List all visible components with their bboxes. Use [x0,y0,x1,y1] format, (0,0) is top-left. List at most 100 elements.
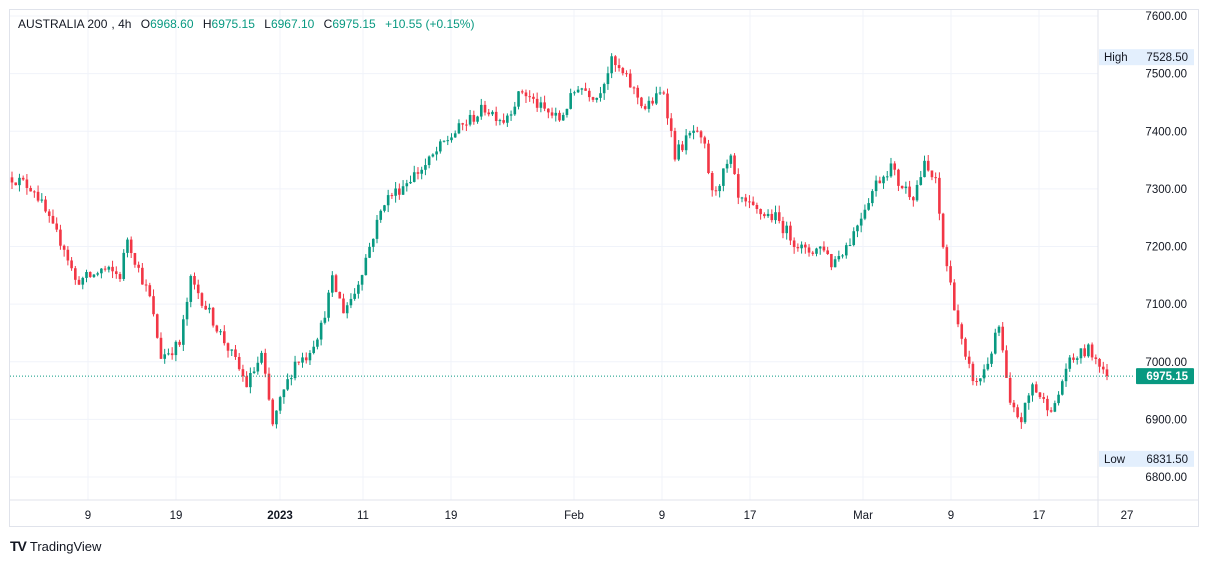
candle-body [450,137,453,141]
candle-body [412,172,416,182]
x-tick-label: 19 [170,510,183,522]
tradingview-logo[interactable]: TV TradingView [10,538,101,554]
candle-body [1027,395,1031,403]
candle-body [770,213,774,221]
candle-body [204,305,207,310]
candle-body [919,177,923,185]
candle-body [897,169,900,186]
candle-body [375,219,379,239]
candle-body [472,114,476,122]
candle-body [662,92,666,94]
legend-open-label: O [140,17,151,31]
candle-body [774,212,777,221]
x-tick-label: 11 [357,510,369,522]
candle-body [85,272,88,278]
candle-body [70,260,73,269]
candle-body [878,180,882,184]
candle-body [1101,366,1105,370]
candle-body [331,275,334,293]
candle-body [249,373,252,388]
candle-body [256,362,260,372]
candle-body [278,397,282,411]
candle-body [938,177,941,214]
candle-body [465,124,468,126]
candle-body [837,256,841,260]
candle-body [137,264,140,268]
candle-body [461,123,464,125]
candle-body [707,143,710,174]
candle-body [979,378,982,382]
candle-body [971,363,975,382]
candle-body [844,245,848,256]
candle-body [777,212,781,221]
candle-body [33,191,36,193]
candle-body [926,160,930,171]
candle-body [796,247,800,249]
candle-body [561,114,565,121]
candle-body [718,185,721,192]
candle-body [1005,350,1008,378]
candle-body [96,273,99,275]
candle-body [416,172,420,174]
candle-body [431,154,435,157]
candle-body [893,163,897,170]
candle-body [360,275,364,285]
candle-body [178,341,181,345]
candle-body [260,352,263,363]
candle-body [1038,392,1042,398]
candle-body [185,301,189,320]
candle-body [29,187,32,192]
candle-body [532,96,535,99]
candle-body [666,93,669,119]
high-marker-label: High [1104,52,1128,64]
candle-body [781,220,785,234]
candle-body [25,179,29,188]
candle-body [491,111,494,115]
candle-body [912,197,915,201]
candle-body [885,176,889,178]
candle-body [785,225,788,234]
candle-body [841,255,844,257]
candle-body [409,181,412,184]
candle-body [200,293,204,306]
candle-body [748,201,751,203]
candle-body [301,357,304,363]
candle-body [822,246,826,251]
candle-body [1098,358,1101,367]
candle-body [535,98,539,108]
candle-body [129,239,133,254]
candle-body [815,248,818,254]
candle-body [77,279,81,285]
candle-body [483,104,487,113]
candle-body [628,73,632,88]
candle-body [863,209,867,219]
candle-body [442,140,446,142]
candle-body [1057,394,1060,404]
chart-frame[interactable] [9,9,1199,527]
candle-body [982,369,986,379]
candle-body [1075,358,1079,360]
candle-body [651,100,654,104]
candle-body [930,170,934,178]
candle-body [591,97,595,100]
candle-body [111,266,114,272]
candle-body [211,307,215,326]
legend-high-label: H [202,17,212,31]
candle-body [308,352,312,361]
candle-body [379,210,383,220]
legend-change: +10.55 (+0.15%) [385,17,475,31]
candle-body [640,97,643,107]
x-tick-label: 9 [85,510,91,522]
candle-body [144,284,148,286]
candle-body [1090,344,1094,358]
candle-body [286,379,289,390]
candle-body [114,271,118,275]
candle-body [241,369,245,377]
candle-body [520,91,524,93]
candle-body [1042,397,1045,399]
candle-body [755,204,759,209]
candle-body [494,111,498,121]
candle-body [550,112,554,116]
candle-body [513,106,517,115]
